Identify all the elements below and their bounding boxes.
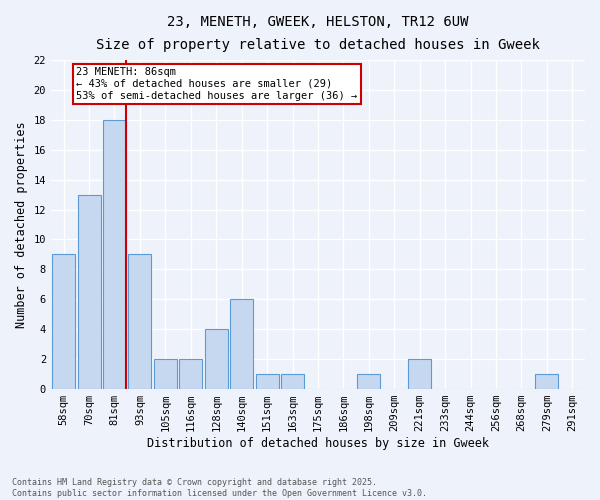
Bar	[230, 300, 253, 389]
Title: 23, MENETH, GWEEK, HELSTON, TR12 6UW
Size of property relative to detached house: 23, MENETH, GWEEK, HELSTON, TR12 6UW Siz…	[96, 15, 540, 52]
Bar	[154, 359, 177, 389]
Bar	[77, 194, 101, 389]
Y-axis label: Number of detached properties: Number of detached properties	[15, 121, 28, 328]
Bar	[179, 359, 202, 389]
Text: Contains HM Land Registry data © Crown copyright and database right 2025.
Contai: Contains HM Land Registry data © Crown c…	[12, 478, 427, 498]
Bar	[281, 374, 304, 389]
Bar	[103, 120, 126, 389]
Bar	[408, 359, 431, 389]
Text: 23 MENETH: 86sqm
← 43% of detached houses are smaller (29)
53% of semi-detached : 23 MENETH: 86sqm ← 43% of detached house…	[76, 68, 358, 100]
Bar	[128, 254, 151, 389]
Bar	[535, 374, 558, 389]
Bar	[256, 374, 278, 389]
Bar	[52, 254, 75, 389]
Bar	[205, 329, 227, 389]
X-axis label: Distribution of detached houses by size in Gweek: Distribution of detached houses by size …	[147, 437, 489, 450]
Bar	[358, 374, 380, 389]
